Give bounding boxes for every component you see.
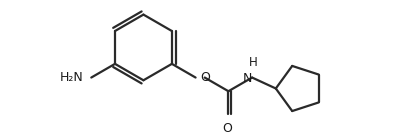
- Text: N: N: [243, 72, 252, 85]
- Text: H₂N: H₂N: [60, 71, 84, 84]
- Text: H: H: [249, 56, 257, 69]
- Text: O: O: [200, 71, 210, 84]
- Text: O: O: [222, 122, 232, 135]
